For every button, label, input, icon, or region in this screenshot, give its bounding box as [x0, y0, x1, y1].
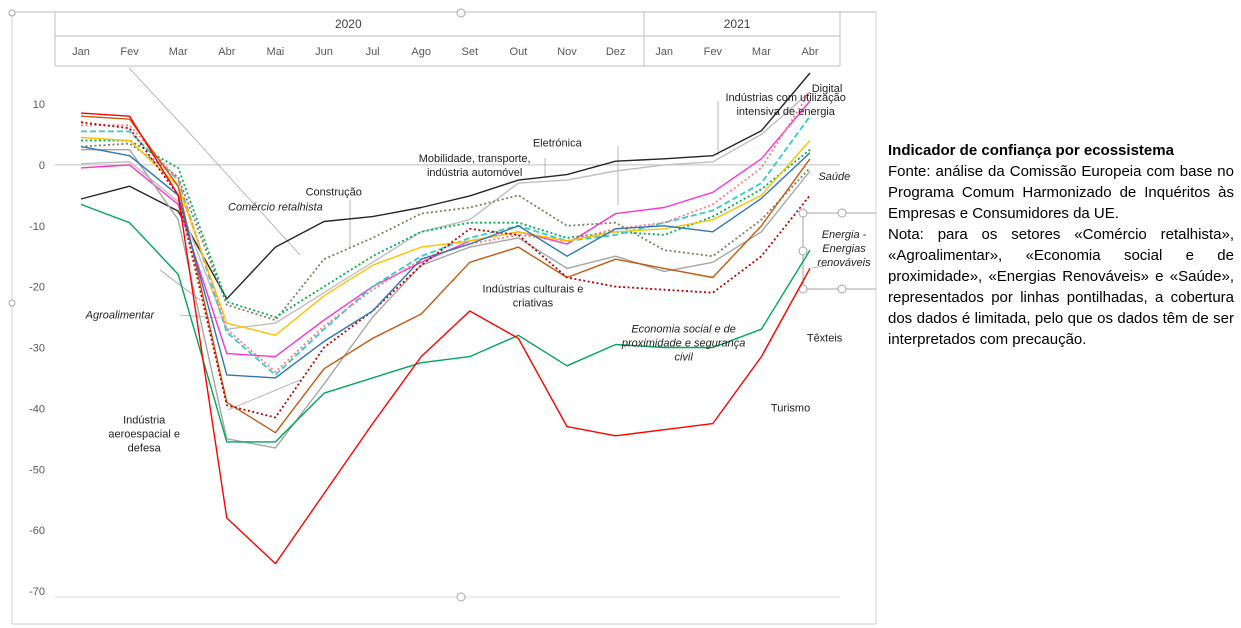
leader-line	[159, 269, 201, 301]
x-tick-label: Abr	[801, 46, 818, 58]
series-line	[80, 142, 811, 322]
x-tick-label: Dez	[606, 46, 626, 58]
y-tick-label: 10	[33, 99, 45, 111]
series-line	[80, 136, 811, 336]
y-axis-ticks: 10 0 -10 -20 -30 -40 -50 -60 -70	[29, 99, 45, 598]
series-annotation: Indústria aeroespacial e defesa	[108, 415, 180, 455]
series-line	[80, 91, 811, 330]
caption-title: Indicador de confiança por ecossistema	[888, 142, 1174, 159]
y-tick-label: -20	[29, 282, 45, 294]
year-label-2020: 2020	[335, 17, 362, 31]
series-annotation: Indústrias com utilização intensiva de en…	[725, 92, 845, 118]
x-tick-label: Mar	[752, 46, 771, 58]
series-line	[80, 121, 811, 419]
leader-line	[227, 379, 301, 411]
x-axis-ticks: Jan Fev Mar Abr Mai Jun Jul Ago Set Out Nov Dez Jan F…	[72, 46, 819, 58]
series-annotation: Eletrónica	[533, 138, 583, 150]
y-tick-label: -50	[29, 464, 45, 476]
series-annotation: Têxteis	[807, 332, 843, 344]
x-tick-label: Fev	[704, 46, 723, 58]
y-tick-label: 0	[39, 160, 45, 172]
resize-handle-top[interactable]	[456, 8, 466, 18]
series-annotation: Agroalimentar	[85, 309, 156, 321]
x-tick-label: Set	[462, 46, 479, 58]
x-tick-label: Out	[510, 46, 528, 58]
series-line	[81, 148, 811, 449]
series-annotation: Saúde	[818, 171, 850, 183]
series-annotation: Energia -Energias renováveis	[817, 229, 871, 269]
series-line	[80, 115, 811, 434]
series-annotation: Turismo	[771, 402, 810, 414]
y-tick-label: -70	[29, 586, 45, 598]
x-tick-label: Fev	[120, 46, 139, 58]
x-tick-label: Jul	[366, 46, 380, 58]
series-annotation: Construção	[306, 186, 362, 198]
x-tick-label: Nov	[557, 46, 577, 58]
series-annotation: Indústrias culturais e criativas	[483, 284, 584, 310]
caption-source: Fonte: análise da Comissão Europeia com …	[888, 163, 1234, 222]
x-tick-label: Abr	[218, 46, 235, 58]
series-annotations: Indústrias com utilização intensiva de en…	[85, 83, 871, 455]
x-tick-label: Mai	[267, 46, 285, 58]
caption-note: Nota: para os setores «Comércio retalhis…	[888, 226, 1234, 348]
year-labels: 2020 2021	[335, 17, 751, 31]
resize-handle-topleft[interactable]	[8, 9, 16, 17]
chart-area: 2020 2021 Jan Fev Mar Abr Mai Jun Jul Ago Set Out N…	[8, 8, 877, 625]
series-annotation: Mobilidade, transporte, indústria automóv…	[419, 153, 531, 179]
year-label-2021: 2021	[724, 17, 751, 31]
resize-handle-left[interactable]	[8, 299, 16, 307]
series-lines	[80, 72, 811, 565]
y-tick-label: -40	[29, 403, 45, 415]
y-tick-label: -10	[29, 221, 45, 233]
label-leader-lines	[128, 67, 831, 411]
leader-line	[128, 67, 301, 256]
series-line	[80, 145, 811, 379]
x-tick-label: Jan	[72, 46, 90, 58]
series-line	[81, 139, 811, 319]
x-tick-label: Mar	[169, 46, 188, 58]
x-tick-label: Ago	[411, 46, 431, 58]
x-tick-label: Jan	[655, 46, 673, 58]
y-tick-label: -30	[29, 343, 45, 355]
leader-line	[811, 264, 831, 269]
series-annotation: Economia social e de proximidade e segura…	[621, 323, 746, 363]
label-selection-box[interactable]	[798, 208, 876, 294]
y-tick-label: -60	[29, 525, 45, 537]
x-tick-label: Jun	[315, 46, 333, 58]
series-annotation: Digital	[812, 83, 843, 95]
chart-caption: Indicador de confiança por ecossistema F…	[888, 140, 1234, 350]
confidence-line-chart: 2020 2021 Jan Fev Mar Abr Mai Jun Jul Ago Set Out N…	[8, 8, 877, 625]
series-line	[80, 112, 811, 565]
resize-handle-bottom[interactable]	[456, 592, 466, 602]
series-annotation: Comércio retalhista	[228, 202, 323, 214]
